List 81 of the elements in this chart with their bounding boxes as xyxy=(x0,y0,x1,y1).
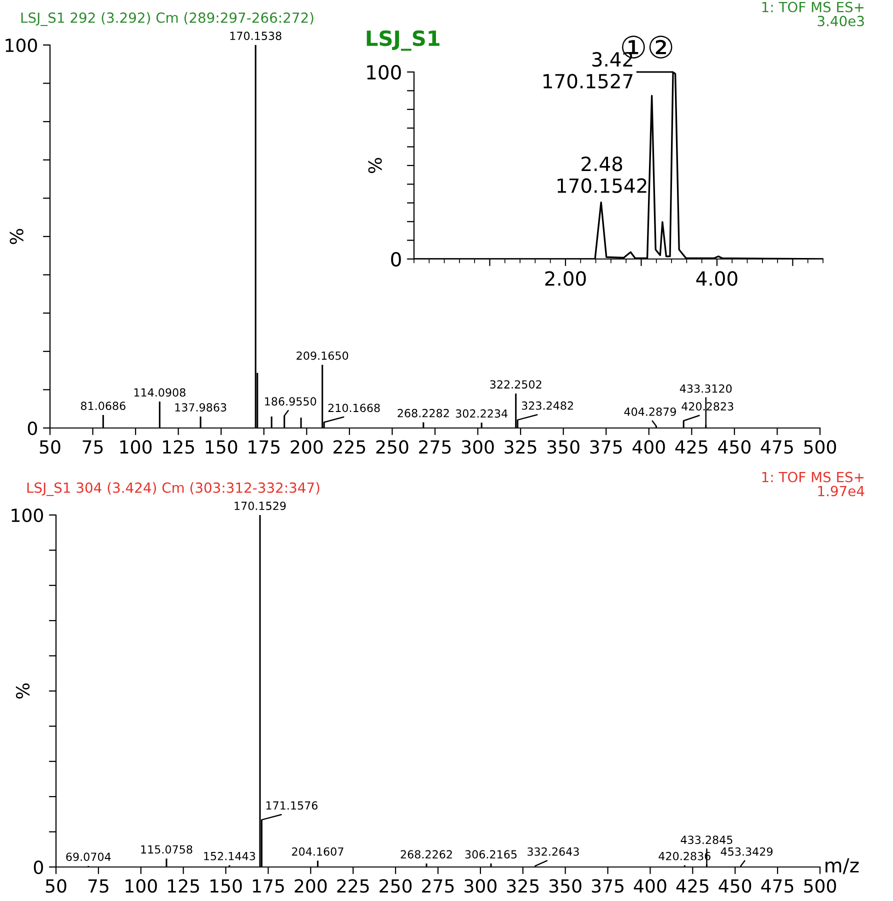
annotation: 2.48 170.1542 xyxy=(558,156,646,194)
annotation: 322.2502 xyxy=(490,380,542,389)
x-tick-label: 100 xyxy=(126,879,157,893)
x-tick-label: 300 xyxy=(464,879,496,893)
x-tick-label: 4.00 xyxy=(696,271,738,286)
x-tick-label: 175 xyxy=(252,879,284,893)
annotation: 171.1576 xyxy=(266,801,318,810)
annotation: 433.3120 xyxy=(680,384,732,393)
x-tick-label: 450 xyxy=(718,440,750,454)
x-tick-label: 2.00 xyxy=(545,271,586,286)
text: 1.97e4 xyxy=(818,486,864,496)
chart-title: LSJ_S1 304 (3.424) Cm (303:312-332:347) xyxy=(27,482,320,496)
chart-title: LSJ_S1 292 (3.292) Cm (289:297-266:272) xyxy=(21,12,314,26)
annotation: 209.1650 xyxy=(296,351,348,360)
annotation: 306.2165 xyxy=(465,850,517,859)
y-axis-title: % xyxy=(368,158,382,174)
x-tick-label: 250 xyxy=(376,440,408,454)
x-tick-label: 300 xyxy=(462,440,494,454)
x-tick-label: 450 xyxy=(718,879,752,893)
y-axis-title: % xyxy=(16,683,30,699)
x-tick-label: 50 xyxy=(40,440,60,454)
x-tick-label: 200 xyxy=(294,879,327,893)
annotation: 210.1668 xyxy=(328,404,380,412)
x-tick-label: 225 xyxy=(337,879,369,893)
annotation: 186.9550 xyxy=(265,397,316,406)
x-tick-label: 500 xyxy=(804,440,836,454)
annotation: 204.1607 xyxy=(292,847,344,856)
x-tick-label: 500 xyxy=(804,879,836,893)
x-tick-label: 375 xyxy=(592,879,624,893)
annotation: 115.0758 xyxy=(141,845,192,854)
x-tick-label: 175 xyxy=(248,440,280,454)
x-tick-label: 400 xyxy=(632,440,665,454)
x-tick-label: 325 xyxy=(504,440,536,454)
x-tick-label: 125 xyxy=(163,440,194,454)
y-axis-title: % xyxy=(10,228,24,244)
annotation: 81.0686 xyxy=(80,402,126,410)
text: 3.40e3 xyxy=(818,16,864,26)
annotation: 302.2234 xyxy=(456,409,508,418)
x-tick-label: 425 xyxy=(675,440,708,454)
annotation: 152.1443 xyxy=(204,852,256,860)
annotation: 137.9863 xyxy=(175,403,226,412)
annotation: 433.2845 xyxy=(680,836,732,844)
annotation: 170.1529 xyxy=(234,502,286,510)
x-axis-title: m/z xyxy=(826,858,859,874)
x-tick-label: 400 xyxy=(634,879,666,893)
annotation: 332.2643 xyxy=(528,847,579,856)
y-tick-label: 0 xyxy=(391,252,401,267)
text: 1: TOF MS ES+ xyxy=(762,472,864,482)
annotation: 323.2482 xyxy=(522,401,573,410)
x-tick-label: 75 xyxy=(88,879,108,893)
x-tick-label: 275 xyxy=(422,879,454,893)
x-tick-label: 475 xyxy=(760,440,793,454)
text: 1: TOF MS ES+ xyxy=(762,2,864,12)
chart-title: LSJ_S1 xyxy=(366,30,440,51)
x-tick-label: 425 xyxy=(676,879,708,893)
x-tick-label: 75 xyxy=(82,440,103,454)
x-tick-label: 125 xyxy=(168,879,199,893)
annotation: 404.2879 xyxy=(624,408,676,416)
x-tick-label: 200 xyxy=(290,440,323,454)
annotation: 453.3429 xyxy=(720,847,773,856)
annotation: 69.0704 xyxy=(66,852,111,862)
y-tick-label: 0 xyxy=(28,421,37,436)
annotation: 170.1538 xyxy=(230,32,282,40)
x-tick-label: 50 xyxy=(46,879,66,893)
x-tick-label: 225 xyxy=(334,440,366,454)
y-tick-label: 100 xyxy=(12,508,43,522)
annotation: 268.2262 xyxy=(400,850,452,859)
annotation: 268.2282 xyxy=(398,408,449,418)
annotation: 114.0908 xyxy=(134,388,186,397)
y-tick-label: 100 xyxy=(6,38,37,52)
x-tick-label: 275 xyxy=(419,440,451,454)
x-tick-label: 350 xyxy=(549,879,582,893)
x-tick-label: 250 xyxy=(380,879,412,893)
x-tick-label: 100 xyxy=(120,440,152,454)
x-tick-label: 325 xyxy=(507,879,539,893)
x-tick-label: 150 xyxy=(210,879,242,893)
x-tick-label: 475 xyxy=(761,879,794,893)
x-tick-label: 150 xyxy=(206,440,238,454)
x-tick-label: 350 xyxy=(547,440,580,454)
x-tick-label: 375 xyxy=(590,440,622,454)
y-tick-label: 0 xyxy=(34,860,43,874)
